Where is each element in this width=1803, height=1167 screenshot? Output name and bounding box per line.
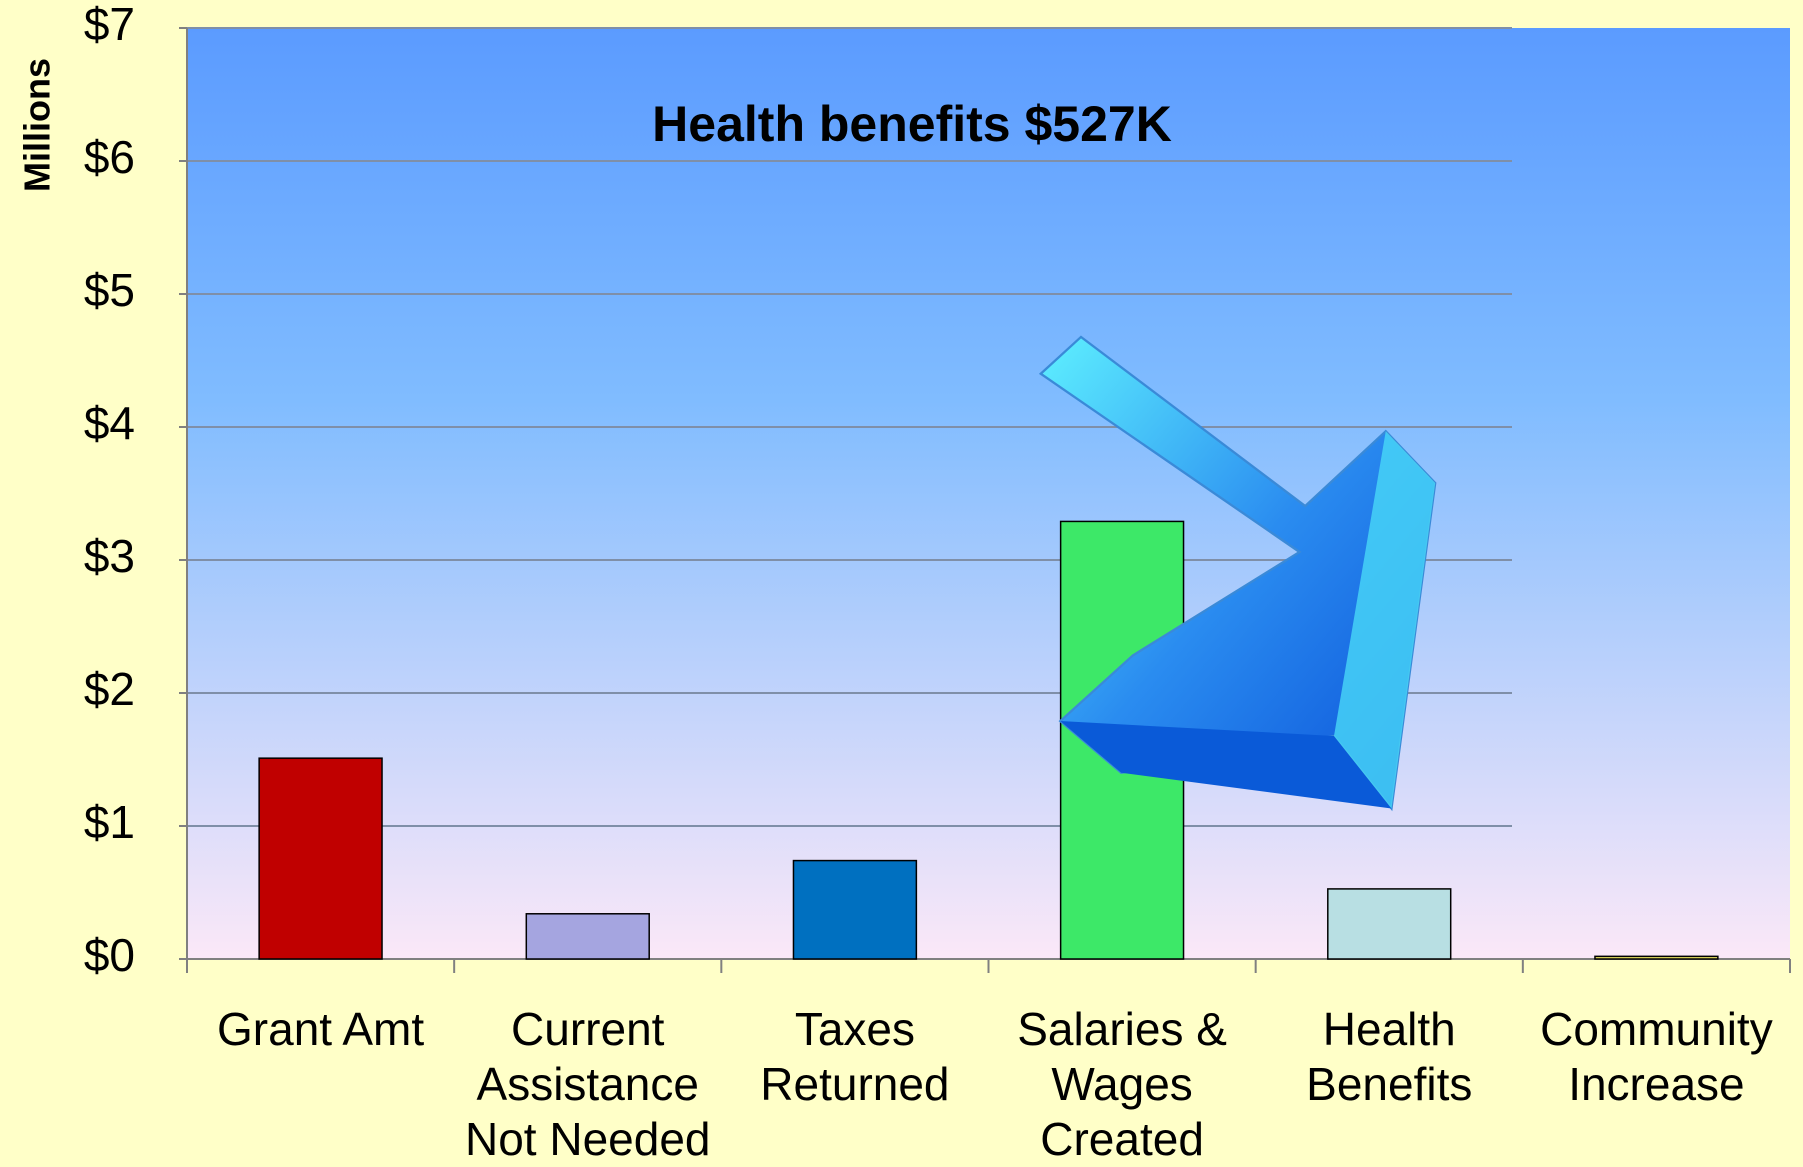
x-tick-label: Health Benefits (1306, 1003, 1473, 1110)
x-tick-label: Taxes Returned (760, 1003, 950, 1110)
plot-area (187, 28, 1790, 959)
y-tick-label: $6 (84, 131, 135, 183)
bar (258, 757, 383, 960)
y-tick-label: $1 (84, 796, 135, 848)
y-tick-label: $7 (84, 0, 135, 50)
y-tick-label: $2 (84, 663, 135, 715)
x-tick-label: Salaries & Wages Created (1017, 1003, 1227, 1165)
arrow (1038, 335, 1437, 812)
y-tick-label: $5 (84, 264, 135, 316)
y-tick-label: $3 (84, 530, 135, 582)
bar (792, 859, 918, 960)
bar (1327, 888, 1452, 960)
x-tick-label: Grant Amt (217, 1003, 425, 1055)
bar (525, 913, 650, 960)
y-axis-label: Millions (17, 58, 58, 192)
x-tick-label: Community Increase (1540, 1003, 1773, 1110)
bar (1594, 955, 1719, 960)
annotation: Health benefits $527K (652, 96, 1172, 152)
y-tick-label: $0 (84, 929, 135, 981)
y-tick-label: $4 (84, 397, 135, 449)
x-tick-label: Current Assistance Not Needed (465, 1003, 711, 1165)
